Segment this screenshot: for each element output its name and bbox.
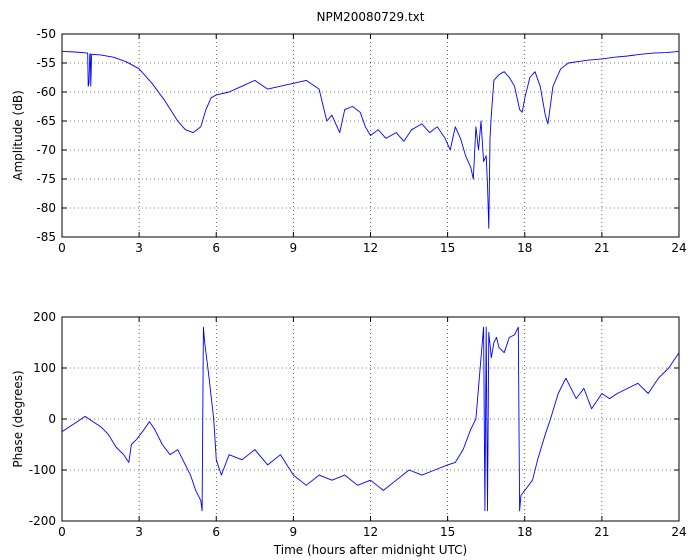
- amplitude-chart-title: NPM20080729.txt: [317, 10, 425, 24]
- phase-x-tick-label: 15: [440, 525, 455, 539]
- amplitude-y-tick-label: -70: [36, 143, 56, 157]
- amplitude-y-tick-label: -85: [36, 230, 56, 244]
- amplitude-x-tick-label: 24: [671, 241, 686, 255]
- phase-y-axis-label: Phase (degrees): [11, 370, 25, 467]
- amplitude-x-tick-label: 6: [212, 241, 220, 255]
- amplitude-y-tick-label: -65: [36, 114, 56, 128]
- phase-y-tick-label: -100: [29, 463, 56, 477]
- phase-x-tick-label: 6: [212, 525, 220, 539]
- amplitude-x-tick-label: 18: [517, 241, 532, 255]
- amplitude-x-tick-label: 12: [363, 241, 378, 255]
- phase-x-axis-label: Time (hours after midnight UTC): [273, 543, 467, 557]
- amplitude-y-tick-label: -80: [36, 201, 56, 215]
- amplitude-x-tick-label: 21: [594, 241, 609, 255]
- phase-x-tick-label: 0: [58, 525, 66, 539]
- amplitude-x-tick-label: 9: [290, 241, 298, 255]
- amplitude-series-line: [61, 50, 680, 229]
- phase-x-tick-label: 12: [363, 525, 378, 539]
- phase-x-tick-label: 21: [594, 525, 609, 539]
- phase-chart: 0 3 6 9 12 15 18 21 24 -200 -100 0 100 200 Time (hours…: [11, 310, 687, 557]
- phase-x-tick-label: 24: [671, 525, 686, 539]
- phase-y-tick-label: 200: [33, 310, 56, 324]
- amplitude-y-tick-label: -50: [36, 27, 56, 41]
- phase-x-tick-label: 18: [517, 525, 532, 539]
- amplitude-y-tick-label: -75: [36, 172, 56, 186]
- amplitude-x-tick-label: 3: [135, 241, 143, 255]
- amplitude-y-axis-label: Amplitude (dB): [11, 90, 25, 181]
- amplitude-y-tick-label: -55: [36, 56, 56, 70]
- amplitude-x-tick-label: 0: [58, 241, 66, 255]
- phase-series-line: [61, 326, 680, 512]
- phase-x-tick-label: 3: [135, 525, 143, 539]
- amplitude-x-tick-label: 15: [440, 241, 455, 255]
- phase-x-tick-label: 9: [290, 525, 298, 539]
- phase-y-tick-label: -200: [29, 514, 56, 528]
- phase-y-tick-label: 100: [33, 361, 56, 375]
- amplitude-y-tick-label: -60: [36, 85, 56, 99]
- phase-y-tick-label: 0: [48, 412, 56, 426]
- amplitude-chart: 0 3 6 9 12 15 18 21 24 -85 -80 -75 -70 -65 -60 -55 -50 NP…: [11, 10, 687, 255]
